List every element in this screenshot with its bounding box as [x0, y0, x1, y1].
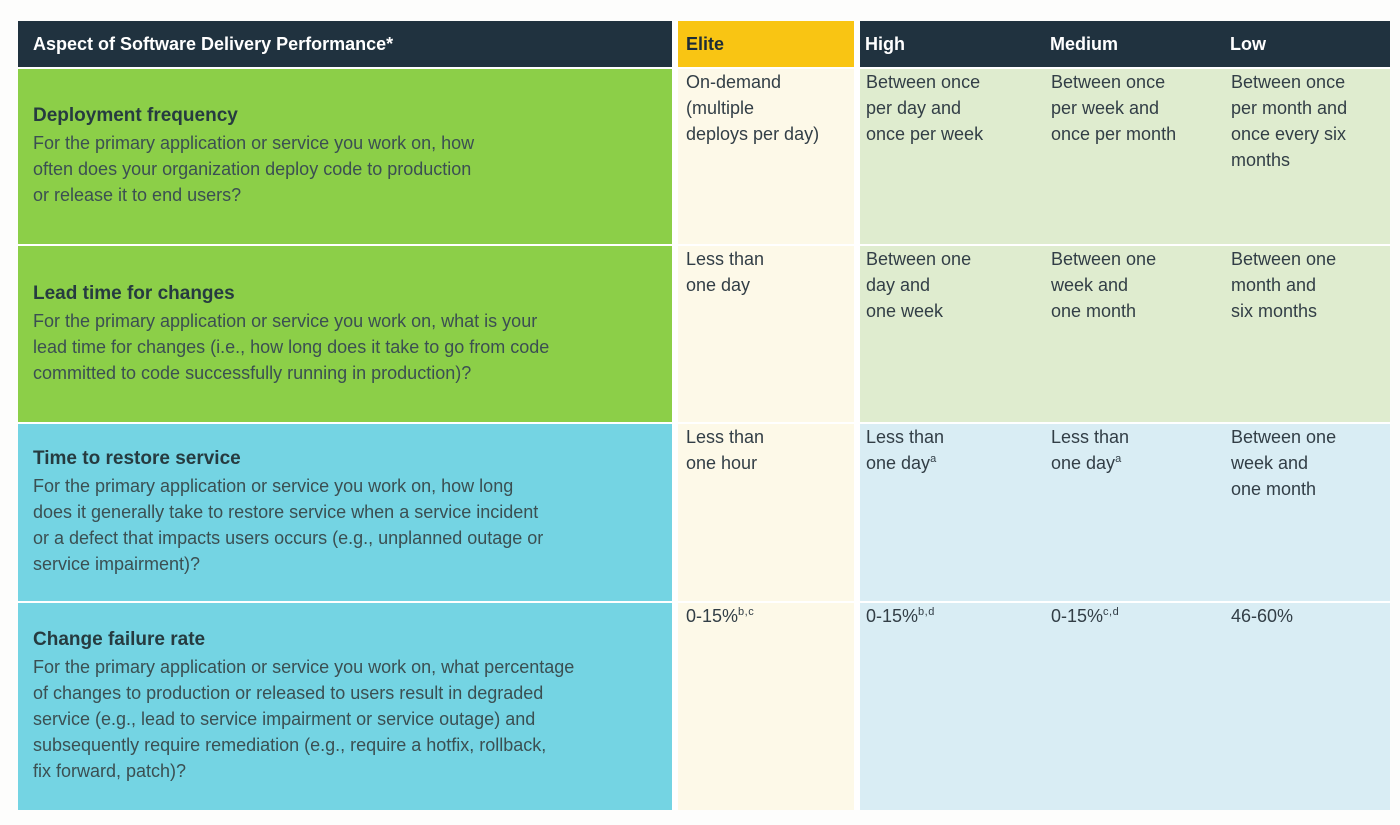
- change-failure-low-cell: 46-60%: [1225, 601, 1390, 810]
- metric-question: For the primary application or service y…: [33, 476, 544, 574]
- lead-time-elite-cell: Less than one day: [678, 244, 860, 422]
- metric-title: Change failure rate: [33, 629, 206, 650]
- footnote-sup: b,d: [918, 606, 935, 618]
- cell-value: 0-15%: [1051, 606, 1104, 626]
- cell-value: 0-15%: [686, 606, 739, 626]
- footnote-sup: c,d: [1103, 606, 1120, 618]
- lead-time-question-cell: Lead time for changes For the primary ap…: [18, 244, 678, 422]
- time-to-restore-question-cell: Time to restore service For the primary …: [18, 422, 678, 601]
- lead-time-low-cell: Between one month and six months: [1225, 244, 1390, 422]
- metric-question: For the primary application or service y…: [33, 310, 550, 383]
- cell-value: Between one week and one month: [1051, 249, 1157, 321]
- lead-time-high-cell: Between one day and one week: [860, 244, 1045, 422]
- change-failure-medium-cell: 0-15%c,d: [1045, 601, 1225, 810]
- cell-value: 46-60%: [1231, 606, 1294, 626]
- cell-value: Less than one day: [686, 249, 765, 295]
- footnote-sup: a: [930, 453, 937, 465]
- cell-value: Less than one hour: [686, 427, 765, 473]
- cell-value: Between once per month and once every si…: [1231, 72, 1348, 170]
- dora-performance-table: Aspect of Software Delivery Performance*…: [18, 21, 1390, 810]
- change-failure-elite-cell: 0-15%b,c: [678, 601, 860, 810]
- change-failure-high-cell: 0-15%b,d: [860, 601, 1045, 810]
- lead-time-medium-cell: Between one week and one month: [1045, 244, 1225, 422]
- metric-question: For the primary application or service y…: [33, 133, 475, 205]
- time-to-restore-medium-cell: Less than one daya: [1045, 422, 1225, 601]
- metric-question: For the primary application or service y…: [33, 657, 575, 781]
- time-to-restore-low-cell: Between one week and one month: [1225, 422, 1390, 601]
- cell-value: Between one day and one week: [866, 249, 972, 321]
- cell-value: Between one week and one month: [1231, 427, 1337, 499]
- header-elite: Elite: [678, 21, 860, 67]
- cell-value: Less than one day: [1051, 427, 1130, 473]
- deployment-frequency-medium-cell: Between once per week and once per month: [1045, 67, 1225, 244]
- deployment-frequency-high-cell: Between once per day and once per week: [860, 67, 1045, 244]
- metric-title: Lead time for changes: [33, 282, 235, 304]
- cell-value: 0-15%: [866, 606, 919, 626]
- change-failure-question-cell: Change failure rate For the primary appl…: [18, 601, 678, 810]
- time-to-restore-high-cell: Less than one daya: [860, 422, 1045, 601]
- header-aspect: Aspect of Software Delivery Performance*: [18, 21, 678, 67]
- deployment-frequency-question-cell: Deployment frequency For the primary app…: [18, 67, 678, 244]
- deployment-frequency-low-cell: Between once per month and once every si…: [1225, 67, 1390, 244]
- metric-title: Deployment frequency: [33, 105, 238, 126]
- footnote-sup: b,c: [738, 606, 755, 618]
- time-to-restore-elite-cell: Less than one hour: [678, 422, 860, 601]
- header-low: Low: [1225, 21, 1390, 67]
- cell-value: Between once per day and once per week: [866, 72, 984, 144]
- cell-value: Less than one day: [866, 427, 945, 473]
- header-medium: Medium: [1045, 21, 1225, 67]
- deployment-frequency-elite-cell: On-demand (multiple deploys per day): [678, 67, 860, 244]
- cell-value: On-demand (multiple deploys per day): [686, 72, 820, 144]
- metric-title: Time to restore service: [33, 448, 241, 469]
- footnote-sup: a: [1115, 453, 1122, 465]
- cell-value: Between one month and six months: [1231, 249, 1337, 321]
- header-high: High: [860, 21, 1045, 67]
- cell-value: Between once per week and once per month: [1051, 72, 1177, 144]
